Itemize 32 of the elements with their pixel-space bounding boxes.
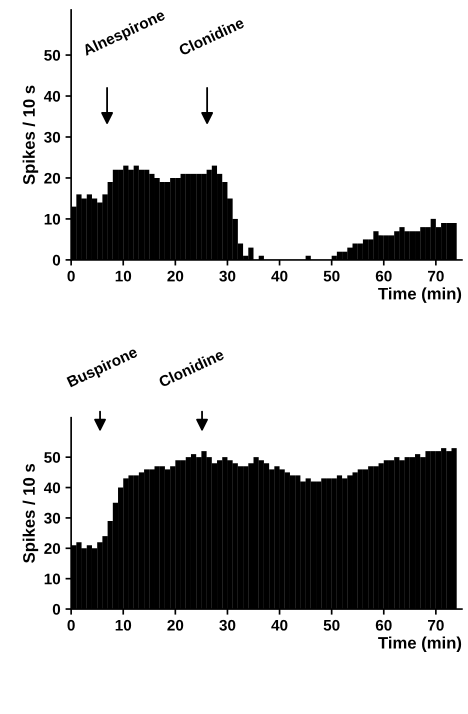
x-tick-label: 60: [376, 270, 392, 282]
y-tick-label: 20: [44, 543, 60, 554]
y-tick-label: 0: [52, 254, 60, 266]
x-tick-label: 10: [116, 270, 132, 282]
y-tick-label: 50: [44, 452, 60, 463]
y-tick-label: 30: [44, 132, 60, 143]
x-tick-label: 20: [167, 620, 184, 631]
y-tick-label: 10: [44, 214, 60, 225]
x-tick-label: 70: [428, 620, 444, 631]
x-tick-label: 40: [271, 620, 288, 631]
x-tick-label: 20: [167, 270, 184, 282]
x-tick-label: 70: [428, 270, 444, 282]
x-tick-label: 50: [324, 270, 340, 282]
x-tick-label: 0: [67, 620, 75, 631]
y-tick-label: 30: [44, 512, 60, 524]
x-tick-label: 50: [324, 620, 340, 631]
x-tick-label: 0: [67, 270, 75, 282]
y-tick-label: 50: [44, 50, 60, 61]
x-axis-title: Time (min): [378, 287, 462, 303]
y-tick-label: 20: [44, 172, 60, 184]
y-tick-label: 0: [52, 604, 60, 615]
y-axis-title: Spikes / 10 s: [22, 464, 38, 563]
x-tick-label: 30: [219, 270, 236, 282]
y-tick-label: 40: [44, 482, 60, 494]
y-axis-title: Spikes / 10 s: [22, 86, 38, 184]
x-tick-label: 60: [376, 620, 392, 631]
y-tick-label: 40: [44, 90, 60, 102]
x-tick-label: 40: [271, 270, 288, 282]
y-tick-label: 10: [44, 574, 60, 584]
x-tick-label: 30: [219, 620, 236, 631]
x-axis-title: Time (min): [378, 636, 462, 652]
x-tick-label: 10: [116, 620, 132, 631]
